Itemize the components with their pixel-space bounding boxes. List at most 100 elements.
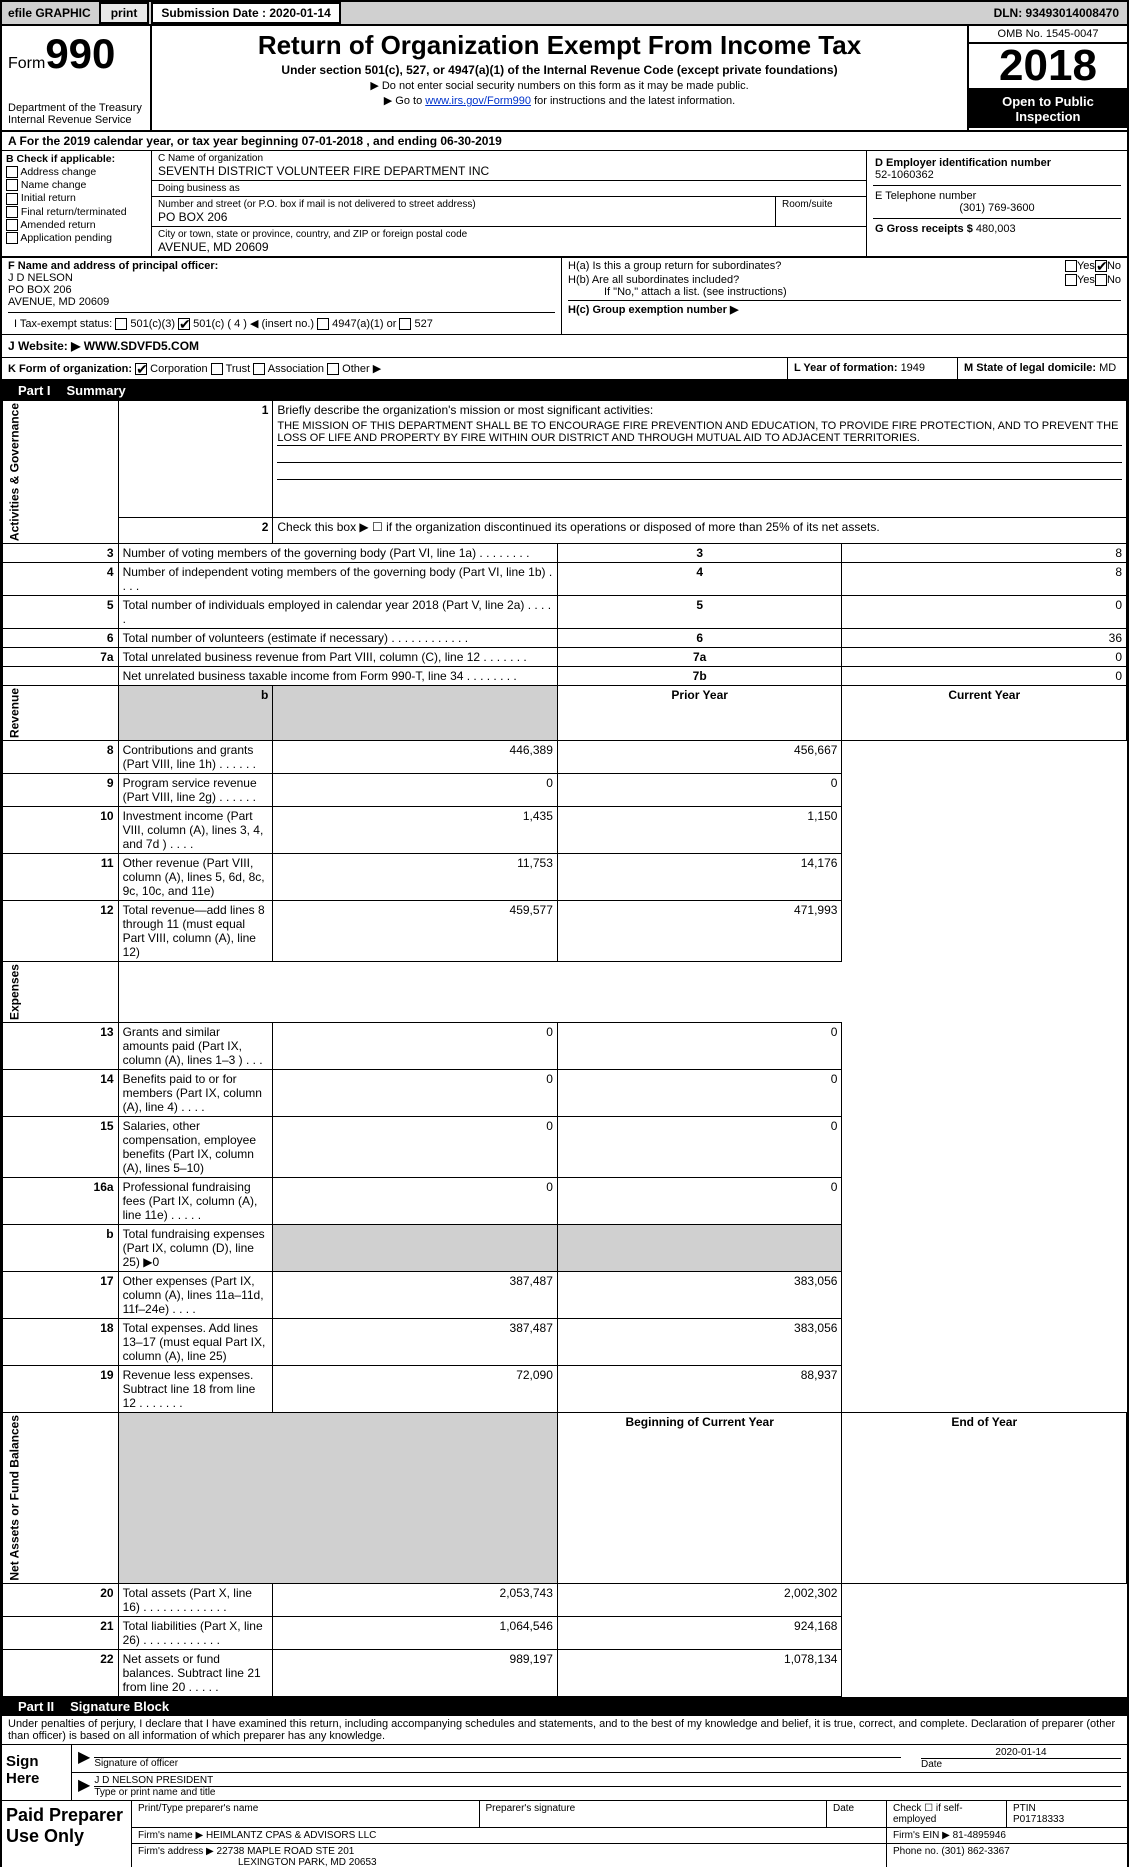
prior-value: 0 — [273, 1178, 558, 1225]
ein-value: 52-1060362 — [875, 169, 934, 181]
current-value: 88,937 — [557, 1366, 842, 1413]
summary-table: Activities & Governance 1 Briefly descri… — [2, 400, 1127, 1697]
row-num: 8 — [3, 741, 119, 774]
prior-value: 387,487 — [273, 1319, 558, 1366]
current-value: 383,056 — [557, 1319, 842, 1366]
other-checkbox[interactable] — [327, 363, 339, 375]
gross-value: 480,003 — [976, 223, 1016, 235]
assoc-checkbox[interactable] — [253, 363, 265, 375]
row-desc: Total number of individuals employed in … — [118, 596, 557, 629]
current-value: 0 — [557, 1070, 842, 1117]
hb-no-checkbox[interactable] — [1095, 274, 1107, 286]
row-desc: Total number of volunteers (estimate if … — [118, 629, 557, 648]
mission-text: THE MISSION OF THIS DEPARTMENT SHALL BE … — [277, 419, 1122, 446]
trust-checkbox[interactable] — [211, 363, 223, 375]
row-num: 19 — [3, 1366, 119, 1413]
row-num: 22 — [3, 1649, 119, 1696]
501c3-checkbox[interactable] — [115, 318, 127, 330]
501c-checkbox[interactable] — [178, 318, 190, 330]
penalty-text: Under penalties of perjury, I declare th… — [2, 1716, 1127, 1744]
year-formation: 1949 — [901, 362, 925, 374]
row-desc: Total fundraising expenses (Part IX, col… — [118, 1225, 273, 1272]
row-num: 21 — [3, 1616, 119, 1649]
row-desc: Salaries, other compensation, employee b… — [118, 1117, 273, 1178]
addr-change-checkbox[interactable] — [6, 166, 18, 178]
row-num: b — [3, 1225, 119, 1272]
4947-checkbox[interactable] — [317, 318, 329, 330]
form-note1: ▶ Do not enter social security numbers o… — [158, 79, 961, 92]
section-d: D Employer identification number 52-1060… — [867, 151, 1127, 256]
city-label: City or town, state or province, country… — [158, 229, 860, 240]
hb-label: H(b) Are all subordinates included? — [568, 274, 1065, 286]
sidetab-revenue: Revenue — [3, 686, 119, 741]
current-value: 1,150 — [557, 807, 842, 854]
row-desc: Net assets or fund balances. Subtract li… — [118, 1649, 273, 1696]
prior-value: 387,487 — [273, 1272, 558, 1319]
firm-name-value: HEIMLANTZ CPAS & ADVISORS LLC — [206, 1830, 376, 1841]
instructions-link[interactable]: www.irs.gov/Form990 — [425, 95, 531, 107]
row-desc: Total liabilities (Part X, line 26) . . … — [118, 1616, 273, 1649]
org-name: SEVENTH DISTRICT VOLUNTEER FIRE DEPARTME… — [158, 164, 860, 178]
row-box: 3 — [557, 544, 842, 563]
527-checkbox[interactable] — [399, 318, 411, 330]
row-num — [3, 667, 119, 686]
line-a: A For the 2019 calendar year, or tax yea… — [2, 132, 1127, 151]
row-value: 0 — [842, 648, 1127, 667]
firm-phone-label: Phone no. — [893, 1846, 941, 1857]
row-desc: Grants and similar amounts paid (Part IX… — [118, 1023, 273, 1070]
name-change-checkbox[interactable] — [6, 179, 18, 191]
print-button[interactable]: print — [99, 2, 150, 24]
row-desc: Other expenses (Part IX, column (A), lin… — [118, 1272, 273, 1319]
initial-return-checkbox[interactable] — [6, 193, 18, 205]
prep-sig-label: Preparer's signature — [480, 1801, 828, 1827]
end-year-hdr: End of Year — [842, 1413, 1127, 1584]
section-f: F Name and address of principal officer:… — [2, 258, 562, 334]
efile-link[interactable]: efile GRAPHIC — [2, 4, 97, 22]
row-num: 14 — [3, 1070, 119, 1117]
corp-checkbox[interactable] — [135, 363, 147, 375]
firm-name-label: Firm's name ▶ — [138, 1830, 203, 1841]
sig-date-label: Date — [921, 1758, 1121, 1770]
final-return-checkbox[interactable] — [6, 206, 18, 218]
ha-no-checkbox[interactable] — [1095, 260, 1107, 272]
gross-label: G Gross receipts $ — [875, 223, 976, 235]
row-value: 0 — [842, 667, 1127, 686]
row-box: 7a — [557, 648, 842, 667]
sidetab-netassets: Net Assets or Fund Balances — [3, 1413, 119, 1584]
prior-value: 11,753 — [273, 854, 558, 901]
amended-return-checkbox[interactable] — [6, 219, 18, 231]
row-num: 15 — [3, 1117, 119, 1178]
row-num: 5 — [3, 596, 119, 629]
current-value: 456,667 — [557, 741, 842, 774]
sidetab-expenses: Expenses — [3, 962, 119, 1023]
beg-value: 989,197 — [273, 1649, 558, 1696]
row-num: 18 — [3, 1319, 119, 1366]
row-num: 17 — [3, 1272, 119, 1319]
ha-label: H(a) Is this a group return for subordin… — [568, 260, 1065, 272]
current-value: 0 — [557, 1023, 842, 1070]
row-num: 7a — [3, 648, 119, 667]
ha-yes-checkbox[interactable] — [1065, 260, 1077, 272]
form-subtitle: Under section 501(c), 527, or 4947(a)(1)… — [158, 63, 961, 77]
prior-value: 0 — [273, 1117, 558, 1178]
inspection-label: Open to Public Inspection — [969, 90, 1127, 128]
row-desc: Professional fundraising fees (Part IX, … — [118, 1178, 273, 1225]
row-num: 1 — [118, 401, 273, 518]
hb-yes-checkbox[interactable] — [1065, 274, 1077, 286]
phone-label: E Telephone number — [875, 190, 976, 202]
signature-block: Sign Here ▶ Signature of officer 2020-01… — [2, 1744, 1127, 1801]
beg-value: 2,053,743 — [273, 1583, 558, 1616]
row-desc: Number of independent voting members of … — [118, 563, 557, 596]
row-num: 10 — [3, 807, 119, 854]
firm-ein-label: Firm's EIN ▶ — [893, 1830, 950, 1841]
arrow-icon: ▶ — [78, 1775, 90, 1798]
row-desc: Program service revenue (Part VIII, line… — [118, 774, 273, 807]
row-desc: Total expenses. Add lines 13–17 (must eq… — [118, 1319, 273, 1366]
prior-value: 459,577 — [273, 901, 558, 962]
sig-officer-label: Signature of officer — [94, 1757, 901, 1769]
ptin-value: P01718333 — [1013, 1814, 1064, 1825]
firm-addr1: 22738 MAPLE ROAD STE 201 — [217, 1846, 355, 1857]
row-desc: Number of voting members of the governin… — [118, 544, 557, 563]
form-header: Form990 Department of the Treasury Inter… — [2, 26, 1127, 132]
app-pending-checkbox[interactable] — [6, 232, 18, 244]
